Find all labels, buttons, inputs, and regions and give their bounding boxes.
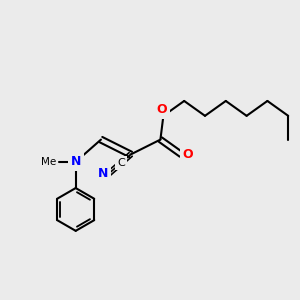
Text: N: N [98,167,109,180]
Text: Me: Me [41,157,56,167]
Text: O: O [182,148,193,161]
Text: C: C [117,158,125,168]
Text: O: O [157,103,167,116]
Text: N: N [70,155,81,168]
